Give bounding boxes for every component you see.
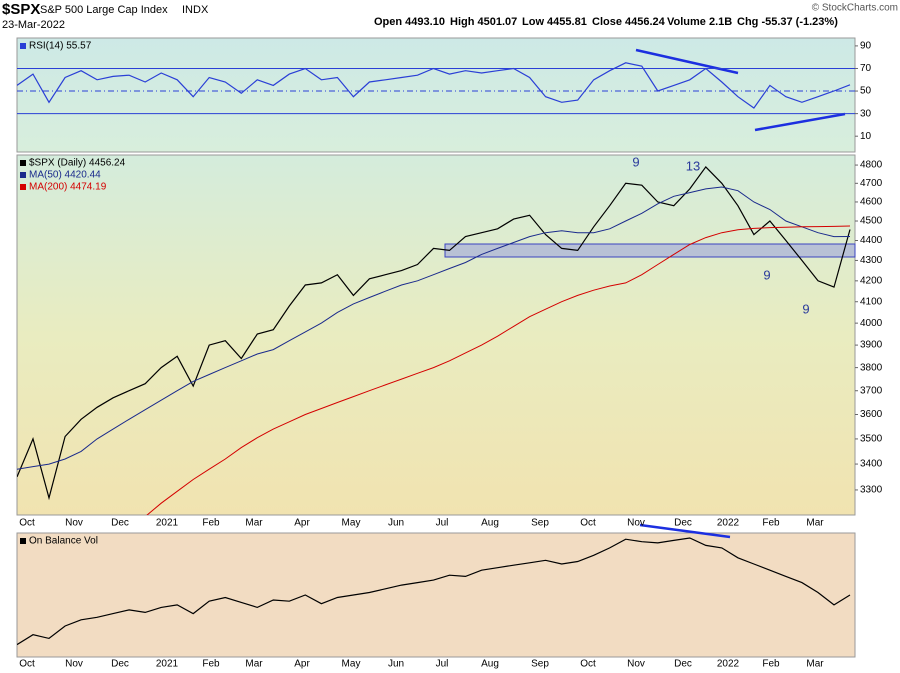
change: Chg -55.37 (-1.23%) [737, 16, 838, 28]
x-tick-label: Nov [627, 659, 645, 670]
x-tick-label: Aug [481, 659, 499, 670]
x-tick-label: Dec [674, 659, 692, 670]
x-tick-label: Apr [294, 518, 310, 529]
volume: Volume 2.1B [667, 16, 732, 28]
legend-swatch [20, 160, 26, 166]
y-tick-label: 4400 [860, 235, 883, 246]
annotation: 13 [686, 158, 700, 173]
y-tick-label: 4300 [860, 255, 883, 266]
x-tick-label: Nov [65, 659, 83, 670]
x-tick-label: 2022 [717, 518, 740, 529]
x-tick-label: Sep [531, 518, 549, 529]
x-tick-label: May [342, 659, 361, 670]
legend-label: RSI(14) 55.57 [29, 41, 92, 52]
symbol: $SPX [2, 1, 40, 18]
date: 23-Mar-2022 [2, 19, 65, 31]
y-tick-label: 90 [860, 41, 872, 52]
x-tick-label: Nov [65, 518, 83, 529]
series-line [17, 186, 851, 470]
x-tick-label: Feb [762, 659, 780, 670]
close: Close 4456.24 [592, 16, 666, 28]
y-tick-label: 4200 [860, 275, 883, 286]
x-tick-label: Apr [294, 659, 310, 670]
y-tick-label: 3900 [860, 340, 883, 351]
annotation: 9 [632, 154, 639, 169]
y-tick-label: 4600 [860, 197, 883, 208]
x-tick-label: Nov [627, 518, 645, 529]
y-tick-label: 3700 [860, 385, 883, 396]
trend-line [639, 523, 731, 539]
x-tick-label: Jul [436, 518, 449, 529]
legend-label: $SPX (Daily) 4456.24 [29, 158, 126, 169]
x-tick-label: Sep [531, 659, 549, 670]
high: High 4501.07 [450, 16, 517, 28]
x-tick-label: Jun [388, 518, 404, 529]
x-tick-label: Feb [762, 518, 780, 529]
trend-line [635, 48, 739, 75]
x-tick-label: Dec [674, 518, 692, 529]
rsi-panel [16, 37, 856, 153]
price-panel [16, 154, 856, 516]
y-tick-label: 3500 [860, 434, 883, 445]
x-tick-label: Dec [111, 518, 129, 529]
x-tick-label: Oct [580, 518, 596, 529]
credit: © StockCharts.com [812, 3, 898, 14]
y-tick-label: 10 [860, 131, 872, 142]
exchange: INDX [182, 4, 209, 16]
x-tick-label: Dec [111, 659, 129, 670]
annotation: 9 [763, 267, 770, 282]
x-tick-label: May [342, 518, 361, 529]
y-tick-label: 70 [860, 63, 872, 74]
x-tick-label: Mar [245, 659, 263, 670]
x-tick-label: Mar [806, 518, 824, 529]
y-tick-label: 3400 [860, 459, 883, 470]
x-tick-label: 2021 [156, 518, 179, 529]
x-tick-label: Mar [245, 518, 263, 529]
x-tick-label: Mar [806, 659, 824, 670]
y-tick-label: 4700 [860, 178, 883, 189]
x-tick-label: Feb [202, 518, 220, 529]
legend-swatch [20, 43, 26, 49]
y-tick-label: 4100 [860, 296, 883, 307]
x-tick-label: 2022 [717, 659, 740, 670]
x-tick-label: Oct [19, 659, 35, 670]
x-tick-label: Feb [202, 659, 220, 670]
y-tick-label: 3300 [860, 485, 883, 496]
series-line [17, 537, 851, 646]
x-tick-label: Jun [388, 659, 404, 670]
x-tick-label: Oct [580, 659, 596, 670]
x-tick-label: Aug [481, 518, 499, 529]
y-tick-label: 4000 [860, 318, 883, 329]
x-tick-label: Jul [436, 659, 449, 670]
legend-label: On Balance Vol [29, 536, 98, 547]
y-tick-label: 3800 [860, 362, 883, 373]
x-tick-label: Oct [19, 518, 35, 529]
open: Open 4493.10 [374, 16, 445, 28]
legend-label: MA(200) 4474.19 [29, 182, 107, 193]
y-tick-label: 4800 [860, 160, 883, 171]
series-line [17, 62, 851, 109]
series-line [17, 165, 851, 501]
legend-swatch [20, 184, 26, 190]
y-tick-label: 3600 [860, 409, 883, 420]
legend-swatch [20, 172, 26, 178]
y-tick-label: 30 [860, 108, 872, 119]
legend-label: MA(50) 4420.44 [29, 170, 101, 181]
y-tick-label: 4500 [860, 216, 883, 227]
low: Low 4455.81 [522, 16, 587, 28]
support-zone [444, 243, 856, 258]
trend-line [754, 112, 846, 132]
y-tick-label: 50 [860, 86, 872, 97]
index-name: S&P 500 Large Cap Index [40, 4, 168, 16]
legend-swatch [20, 538, 26, 544]
obv-panel [16, 532, 856, 658]
annotation: 9 [802, 301, 809, 316]
x-tick-label: 2021 [156, 659, 179, 670]
series-line [146, 225, 851, 515]
